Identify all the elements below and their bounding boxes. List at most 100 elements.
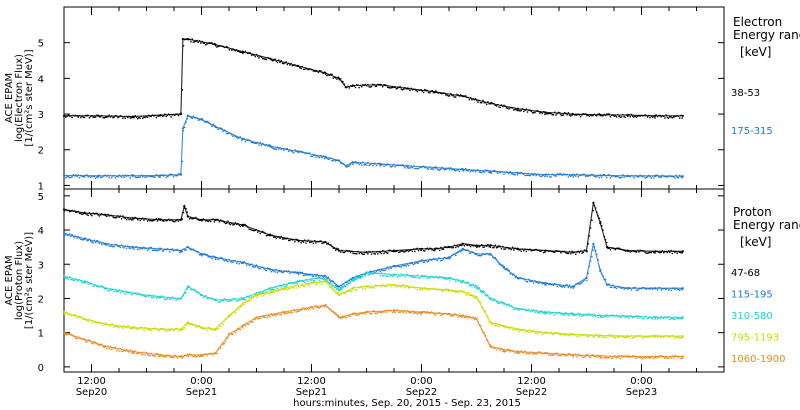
data-point <box>432 249 435 252</box>
data-point <box>346 284 348 286</box>
data-point <box>219 45 222 47</box>
data-point <box>646 336 649 338</box>
data-point <box>604 239 607 241</box>
data-point <box>461 314 464 317</box>
data-point <box>529 353 531 355</box>
data-point <box>363 84 365 86</box>
data-point <box>458 315 461 317</box>
data-point <box>479 324 482 327</box>
data-point <box>297 286 300 288</box>
data-point <box>432 168 435 171</box>
data-point <box>221 299 223 302</box>
data-point <box>482 99 484 102</box>
data-point <box>606 113 608 115</box>
data-point <box>661 115 664 117</box>
data-point <box>637 317 639 319</box>
data-point <box>163 115 165 117</box>
data-point <box>655 114 657 116</box>
data-point <box>265 269 268 272</box>
data-point <box>588 115 591 117</box>
data-point <box>378 162 380 164</box>
data-point <box>413 165 415 167</box>
data-point <box>214 256 217 259</box>
data-point <box>78 114 81 117</box>
data-point <box>336 314 338 316</box>
data-point <box>388 86 390 89</box>
data-point <box>461 249 463 252</box>
data-point <box>116 216 118 219</box>
data-point <box>212 354 214 356</box>
data-point <box>69 115 71 117</box>
data-point <box>284 148 286 150</box>
x-tick-date: Sep22 <box>406 387 438 398</box>
data-point <box>654 318 656 320</box>
data-point <box>202 218 204 220</box>
data-point <box>635 315 638 317</box>
data-point <box>377 269 379 271</box>
data-point <box>675 316 677 319</box>
data-point <box>380 312 383 314</box>
data-point <box>472 316 474 318</box>
data-point <box>257 295 259 297</box>
data-point <box>620 354 623 357</box>
data-point <box>482 331 484 333</box>
data-point <box>129 291 131 294</box>
data-point <box>295 150 297 152</box>
data-point <box>143 246 145 248</box>
data-point <box>498 171 500 173</box>
data-point <box>538 351 540 353</box>
data-point <box>663 175 665 177</box>
data-point <box>540 352 542 354</box>
data-point <box>474 284 477 286</box>
data-point <box>302 281 305 283</box>
data-point <box>324 275 327 278</box>
data-point <box>140 174 143 176</box>
data-point <box>104 213 107 216</box>
data-point <box>260 56 263 58</box>
data-point <box>192 324 195 326</box>
data-point <box>672 176 675 178</box>
data-point <box>196 356 198 358</box>
data-point <box>198 40 201 42</box>
data-point <box>85 237 87 239</box>
data-point <box>674 251 676 254</box>
data-point <box>406 249 409 252</box>
data-point <box>223 46 225 49</box>
data-point <box>88 175 91 177</box>
data-point <box>104 287 107 290</box>
data-point <box>351 276 354 279</box>
data-point <box>629 287 631 289</box>
data-point <box>146 249 149 251</box>
data-point <box>589 314 592 317</box>
data-point <box>565 311 567 314</box>
data-point <box>273 288 275 291</box>
data-point <box>171 174 174 176</box>
data-point <box>247 52 249 55</box>
data-point <box>452 95 454 97</box>
data-point <box>250 54 253 56</box>
data-point <box>327 242 329 244</box>
data-point <box>200 355 202 357</box>
data-point <box>420 287 423 290</box>
data-point <box>519 329 521 331</box>
data-point <box>326 279 328 281</box>
data-point <box>295 287 297 289</box>
data-point <box>421 90 423 92</box>
data-point <box>510 107 513 109</box>
data-point <box>347 165 349 168</box>
data-point <box>378 269 380 271</box>
data-point <box>484 244 487 247</box>
data-point <box>322 281 324 283</box>
data-point <box>374 85 376 88</box>
data-point <box>332 289 334 292</box>
data-point <box>583 356 586 358</box>
data-point <box>530 331 532 333</box>
data-point <box>550 354 552 356</box>
data-point <box>596 175 598 178</box>
data-point <box>430 168 432 170</box>
data-point <box>509 328 511 330</box>
data-point <box>650 357 652 359</box>
data-point <box>608 357 610 359</box>
data-point <box>468 244 471 247</box>
data-point <box>281 147 284 150</box>
